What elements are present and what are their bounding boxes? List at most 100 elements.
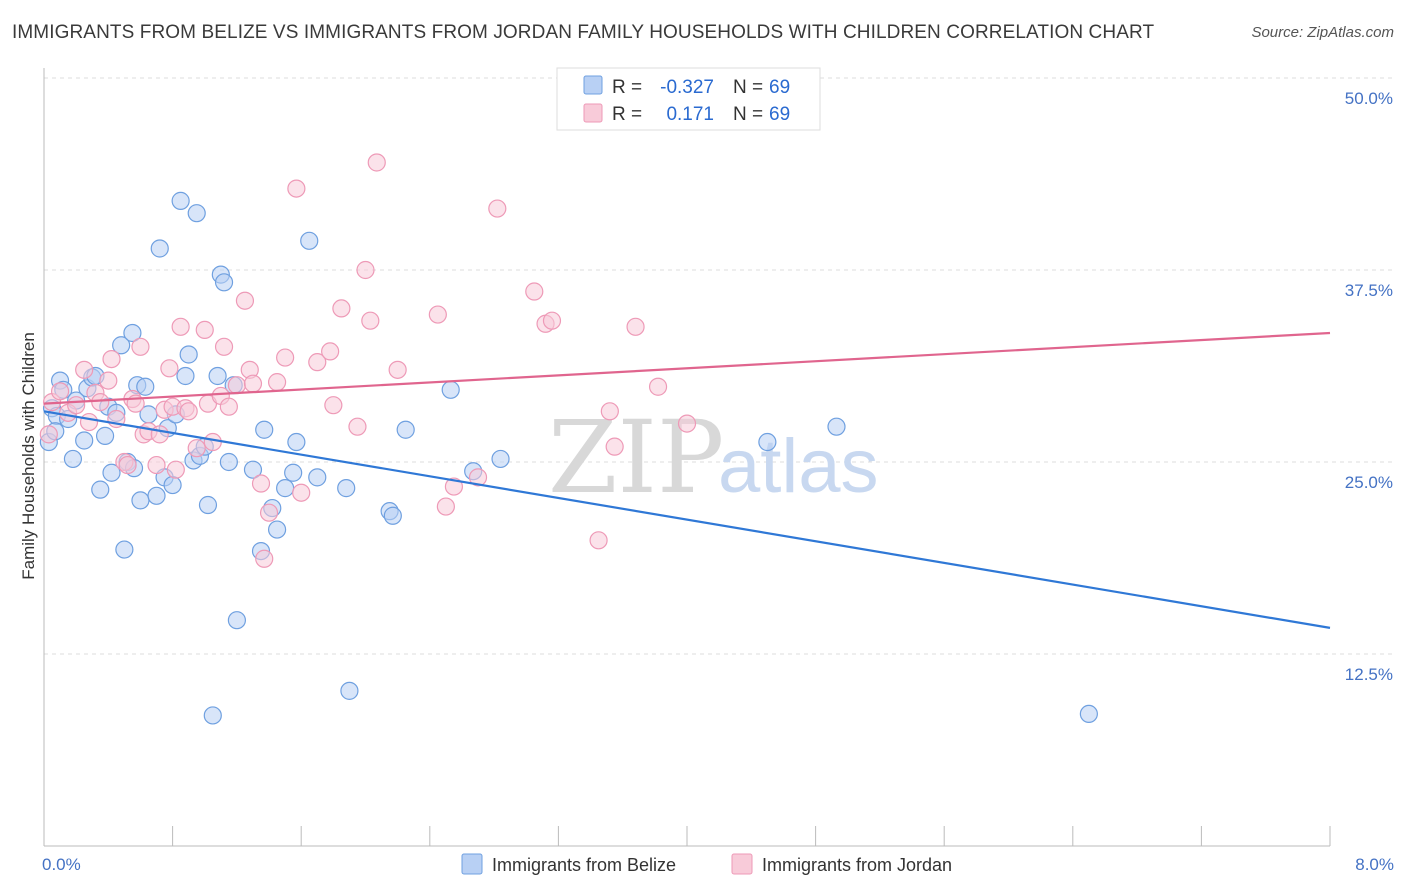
belize-point-56 — [308, 468, 327, 487]
belize-point-30 — [163, 475, 182, 495]
jordan-point-47 — [321, 342, 340, 361]
legend-n-value-jordan: 69 — [769, 104, 790, 125]
belize-point-18 — [115, 540, 134, 559]
jordan-point-64 — [600, 402, 619, 421]
legend-n-label-belize: N = — [733, 77, 763, 98]
belize-point-8 — [75, 431, 94, 450]
jordan-point-63 — [589, 531, 608, 550]
legend-r-value-belize: -0.327 — [660, 77, 714, 98]
belize-point-46 — [227, 611, 246, 630]
belize-point-27 — [150, 239, 169, 258]
jordan-point-66 — [626, 317, 645, 336]
belize-point-65 — [758, 432, 777, 452]
jordan-point-25 — [171, 317, 190, 336]
jordan-point-56 — [436, 497, 455, 516]
legend-r-label-jordan: R = — [612, 104, 642, 125]
jordan-point-52 — [361, 311, 380, 330]
belize-point-49 — [255, 420, 274, 439]
chart-title: IMMIGRANTS FROM BELIZE VS IMMIGRANTS FRO… — [12, 22, 1155, 43]
belize-trend-line — [43, 410, 1331, 629]
jordan-point-41 — [259, 503, 279, 522]
jordan-points — [39, 153, 697, 568]
belize-point-41 — [208, 366, 227, 386]
jordan-point-5 — [75, 360, 94, 379]
y-tick-label-0: 12.5% — [1345, 665, 1393, 684]
jordan-point-43 — [276, 348, 295, 367]
jordan-point-10 — [102, 349, 121, 369]
bottom-legend-label-jordan: Immigrants from Jordan — [762, 855, 952, 875]
jordan-point-62 — [542, 311, 562, 330]
belize-point-15 — [102, 463, 121, 482]
jordan-point-49 — [332, 299, 351, 318]
jordan-point-24 — [166, 460, 185, 479]
jordan-point-0 — [39, 425, 58, 444]
belize-point-33 — [176, 366, 195, 386]
belize-point-12 — [91, 480, 110, 499]
watermark-atlas: atlas — [718, 424, 879, 509]
jordan-point-59 — [488, 199, 507, 218]
belize-point-36 — [187, 204, 206, 223]
bottom-legend-swatch-belize — [461, 853, 483, 875]
jordan-point-20 — [150, 425, 169, 444]
belize-point-23 — [131, 491, 150, 510]
jordan-point-58 — [468, 468, 488, 487]
jordan-point-35 — [227, 376, 246, 395]
legend-swatch-belize — [583, 75, 603, 95]
y-tick-label-2: 37.5% — [1345, 281, 1393, 300]
trend-lines — [43, 331, 1331, 629]
jordan-point-29 — [195, 320, 214, 340]
belize-point-62 — [441, 380, 460, 399]
legend: R = -0.327 N = 69 R = 0.171 N = 69 — [556, 67, 821, 131]
bottom-legend: Immigrants from Belize Immigrants from J… — [461, 853, 952, 875]
belize-point-34 — [179, 345, 198, 364]
jordan-point-31 — [203, 432, 222, 452]
jordan-point-13 — [118, 455, 137, 475]
belize-point-47 — [243, 460, 263, 479]
belize-point-57 — [337, 479, 356, 498]
jordan-point-27 — [179, 402, 198, 421]
belize-point-6 — [63, 449, 83, 469]
jordan-point-6 — [79, 412, 99, 432]
y-tick-label-1: 25.0% — [1345, 473, 1393, 492]
belize-point-24 — [136, 377, 155, 396]
jordan-point-28 — [187, 439, 206, 458]
belize-point-17 — [112, 336, 131, 355]
belize-point-20 — [123, 323, 142, 343]
belize-point-13 — [95, 426, 115, 445]
x-tick-label-max: 8.0% — [1355, 855, 1394, 874]
jordan-point-39 — [251, 474, 271, 493]
jordan-point-54 — [388, 360, 407, 379]
legend-r-value-jordan: 0.171 — [666, 104, 714, 125]
belize-point-44 — [219, 452, 238, 472]
belize-point-39 — [198, 495, 218, 515]
jordan-point-53 — [367, 153, 386, 172]
jordan-point-38 — [243, 374, 263, 393]
belize-point-32 — [171, 191, 190, 210]
jordan-point-33 — [214, 337, 234, 356]
jordan-point-55 — [428, 305, 447, 324]
belize-point-26 — [147, 486, 166, 505]
jordan-point-2 — [50, 382, 70, 401]
jordan-point-42 — [267, 373, 287, 392]
belize-point-60 — [383, 506, 402, 525]
belize-point-52 — [276, 479, 295, 498]
bottom-legend-label-belize: Immigrants from Belize — [492, 855, 676, 875]
belize-point-61 — [396, 420, 415, 439]
jordan-trend-line — [43, 331, 1331, 405]
jordan-point-51 — [356, 260, 375, 280]
jordan-point-34 — [219, 397, 238, 416]
jordan-point-8 — [91, 392, 110, 412]
belize-point-67 — [1079, 704, 1098, 724]
jordan-point-57 — [444, 477, 464, 496]
y-tick-label-3: 50.0% — [1345, 89, 1393, 108]
belize-point-66 — [827, 417, 846, 436]
y-tick-labels: 12.5% 25.0% 37.5% 50.0% — [1345, 89, 1393, 684]
legend-n-label-jordan: N = — [733, 104, 763, 125]
legend-n-value-belize: 69 — [769, 77, 790, 98]
x-tick-label-min: 0.0% — [42, 855, 81, 874]
jordan-point-22 — [160, 359, 179, 378]
jordan-point-36 — [235, 291, 255, 310]
belize-point-58 — [340, 681, 359, 700]
watermark: ZIP atlas — [548, 399, 879, 516]
jordan-point-50 — [348, 417, 367, 436]
